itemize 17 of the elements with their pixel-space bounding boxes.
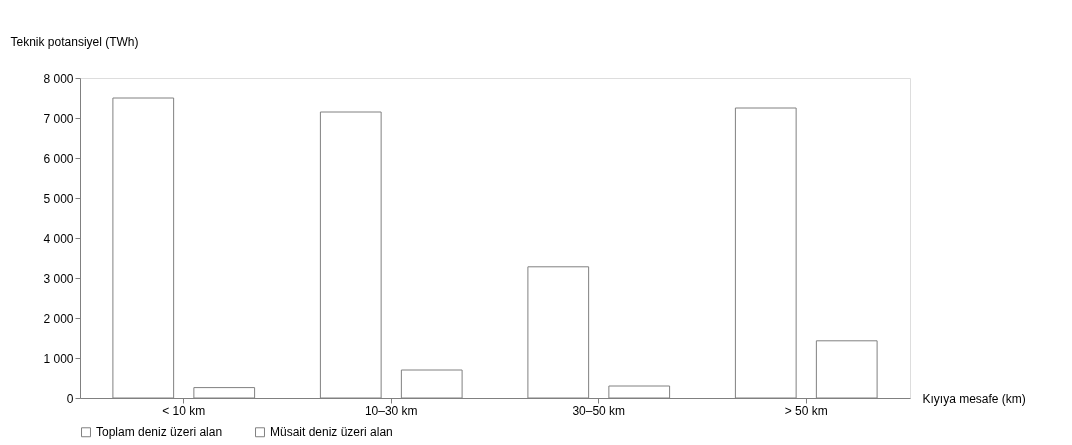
x-tick-label: 30–50 km <box>572 403 626 418</box>
legend-label: Toplam deniz üzeri alan <box>96 425 223 440</box>
y-axis-title: Teknik potansiyel (TWh) <box>10 34 139 49</box>
x-axis-title: Kıyıya mesafe (km) <box>922 391 1026 406</box>
y-tick-label: 6 000 <box>43 151 74 166</box>
y-tick-label: 2 000 <box>43 311 74 326</box>
x-tick-label: < 10 km <box>162 403 206 418</box>
y-tick-label: 4 000 <box>43 231 74 246</box>
y-tick-label: 1 000 <box>43 351 74 366</box>
x-tick-label: > 50 km <box>784 403 828 418</box>
legend-label: Müsait deniz üzeri alan <box>270 425 393 440</box>
y-tick-label: 7 000 <box>43 111 74 126</box>
y-tick-label: 8 000 <box>43 71 74 86</box>
y-tick-label: 5 000 <box>43 191 74 206</box>
x-tick-label: 10–30 km <box>364 403 418 418</box>
y-tick-label: 3 000 <box>43 271 74 286</box>
y-tick-label: 0 <box>66 391 74 406</box>
